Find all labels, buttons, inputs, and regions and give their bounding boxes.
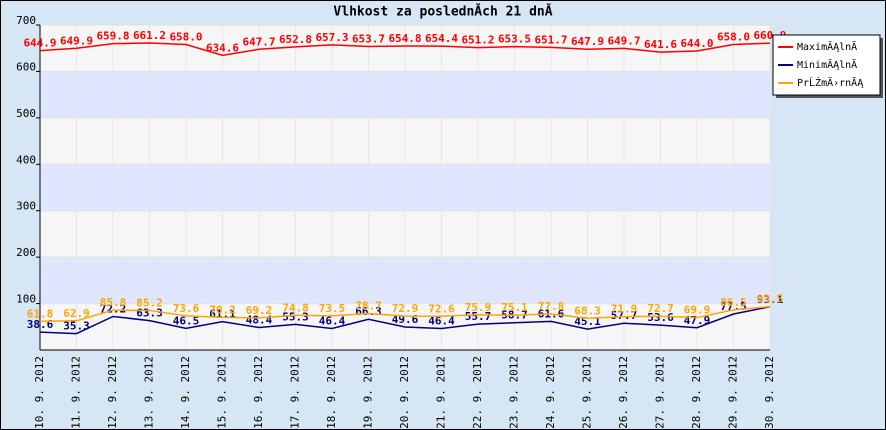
data-label: 93.5 bbox=[757, 293, 784, 306]
x-tick-label: 19. 9. 2012 bbox=[362, 356, 375, 429]
data-label: 72.6 bbox=[428, 302, 455, 315]
data-label: 46.4 bbox=[319, 314, 346, 327]
chart-title: Vlhkost za poslednĂ­ch 21 dnĂ­ bbox=[333, 4, 552, 20]
data-label: 57.7 bbox=[611, 309, 638, 322]
data-label: 72.7 bbox=[647, 302, 674, 315]
data-label: 86.5 bbox=[720, 296, 747, 309]
data-label: 85.2 bbox=[136, 296, 163, 309]
data-label: 69.9 bbox=[684, 304, 711, 317]
data-label: 78.7 bbox=[355, 299, 382, 312]
data-label: 74.8 bbox=[282, 301, 309, 314]
x-tick-label: 27. 9. 2012 bbox=[654, 356, 667, 429]
data-label: 661.2 bbox=[133, 29, 166, 42]
data-label: 72.9 bbox=[392, 302, 419, 315]
data-label: 55.3 bbox=[282, 310, 309, 323]
x-tick-label: 20. 9. 2012 bbox=[398, 356, 411, 429]
y-tick-label: 600 bbox=[16, 60, 36, 73]
legend-label: PrĹŻmÄ›rnĂĄ bbox=[797, 76, 864, 89]
data-label: 73.5 bbox=[319, 302, 346, 315]
data-label: 653.5 bbox=[498, 33, 531, 46]
data-label: 658.0 bbox=[717, 31, 750, 44]
data-label: 69.2 bbox=[246, 304, 273, 317]
y-tick-label: 100 bbox=[16, 293, 36, 306]
data-label: 35.3 bbox=[63, 320, 90, 333]
x-tick-label: 17. 9. 2012 bbox=[289, 356, 302, 429]
x-tick-label: 25. 9. 2012 bbox=[581, 356, 594, 429]
data-label: 46.4 bbox=[428, 314, 455, 327]
data-label: 654.4 bbox=[425, 32, 458, 45]
y-tick-label: 500 bbox=[16, 107, 36, 120]
data-label: 70.2 bbox=[209, 303, 236, 316]
series-line bbox=[39, 306, 771, 335]
data-label: 649.7 bbox=[607, 34, 640, 47]
data-label: 647.9 bbox=[571, 35, 604, 48]
x-tick-label: 23. 9. 2012 bbox=[508, 356, 521, 429]
data-label: 68.3 bbox=[574, 304, 601, 317]
data-label: 61.8 bbox=[27, 307, 54, 320]
data-label: 659.8 bbox=[96, 30, 129, 43]
y-tick-label: 200 bbox=[16, 246, 36, 259]
x-tick-label: 29. 9. 2012 bbox=[727, 356, 740, 429]
series-line bbox=[39, 42, 771, 57]
legend-label: MaximĂĄlnĂ­ bbox=[797, 40, 857, 53]
y-tick-label: 400 bbox=[16, 153, 36, 166]
data-label: 75.9 bbox=[465, 301, 492, 314]
x-tick-label: 10. 9. 2012 bbox=[33, 356, 46, 429]
data-label: 71.9 bbox=[611, 303, 638, 316]
data-label: 652.8 bbox=[279, 33, 312, 46]
data-label: 634.6 bbox=[206, 41, 239, 54]
legend-label: MinimĂĄlnĂ­ bbox=[797, 58, 857, 71]
x-tick-label: 24. 9. 2012 bbox=[544, 356, 557, 429]
x-tick-label: 26. 9. 2012 bbox=[617, 356, 630, 429]
x-tick-label: 11. 9. 2012 bbox=[70, 356, 83, 429]
x-tick-label: 28. 9. 2012 bbox=[690, 356, 703, 429]
y-tick-label: 700 bbox=[16, 14, 36, 27]
data-label: 644.0 bbox=[680, 37, 713, 50]
data-label: 62.9 bbox=[63, 307, 90, 320]
data-label: 53.6 bbox=[647, 311, 674, 324]
data-label: 641.6 bbox=[644, 38, 677, 51]
data-label: 93.1 bbox=[757, 293, 784, 306]
x-tick-label: 12. 9. 2012 bbox=[106, 356, 119, 429]
x-tick-label: 18. 9. 2012 bbox=[325, 356, 338, 429]
x-tick-label: 13. 9. 2012 bbox=[143, 356, 156, 429]
data-label: 654.8 bbox=[388, 32, 421, 45]
x-tick-label: 22. 9. 2012 bbox=[471, 356, 484, 429]
x-tick-label: 16. 9. 2012 bbox=[252, 356, 265, 429]
x-tick-label: 30. 9. 2012 bbox=[763, 356, 776, 429]
x-tick-label: 14. 9. 2012 bbox=[179, 356, 192, 429]
data-label: 75.1 bbox=[501, 301, 528, 314]
data-label: 77.8 bbox=[538, 300, 565, 313]
data-label: 657.3 bbox=[315, 31, 348, 44]
x-tick-label: 15. 9. 2012 bbox=[216, 356, 229, 429]
y-tick-label: 300 bbox=[16, 200, 36, 213]
data-label: 46.5 bbox=[173, 314, 200, 327]
data-label: 73.6 bbox=[173, 302, 200, 315]
data-label: 651.7 bbox=[534, 33, 567, 46]
data-label: 653.7 bbox=[352, 32, 385, 45]
x-tick-label: 21. 9. 2012 bbox=[435, 356, 448, 429]
data-label: 658.0 bbox=[169, 31, 202, 44]
data-label: 651.2 bbox=[461, 34, 494, 47]
data-label: 85.8 bbox=[100, 296, 127, 309]
data-label: 66.3 bbox=[355, 305, 382, 318]
data-label: 644.9 bbox=[23, 37, 56, 50]
data-label: 649.9 bbox=[60, 34, 93, 47]
series-line bbox=[39, 305, 771, 323]
data-label: 647.7 bbox=[242, 35, 275, 48]
data-label: 55.7 bbox=[465, 310, 492, 323]
